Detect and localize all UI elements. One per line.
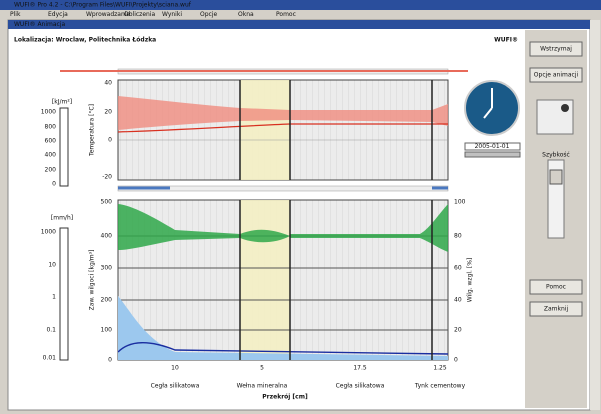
slider-thumb[interactable] [549,169,563,185]
y-tick: 0 [108,137,112,144]
moisture-area [118,296,448,360]
y-tick: -20 [102,174,112,181]
insulation-layer [240,80,290,180]
scale-tick: 200 [45,167,57,174]
y-tick: 200 [101,297,113,304]
menu-bar [0,10,601,19]
axis-label: Temperatura [°C] [89,104,96,157]
y-tick: 100 [454,199,466,206]
menu-item: Obliczenia [124,11,155,18]
location: Lokalizacja: Wroclaw, Politechnika Łódzk… [14,37,156,44]
axis-label: Zaw. wilgoci [kg/m³] [89,250,96,311]
progress-bar [464,151,521,158]
scale-tick: 1000 [41,229,56,236]
y-tick: 20 [104,109,112,116]
menu-item: Opcje [200,11,217,18]
button[interactable] [529,279,583,295]
layer-label: Cegła silikatowa [336,383,385,390]
scale-tick: 600 [45,138,57,145]
menu-item: Wyniki [162,11,182,18]
button[interactable] [529,67,583,83]
y-tick: 500 [101,199,113,206]
unit-label: [mm/h] [51,215,73,222]
date: 2005-01-01 [475,143,510,150]
x-tick: 5 [260,365,264,372]
clock-hands [483,88,493,119]
speed-label: Szybkość [542,152,570,159]
scale-tick: 800 [45,124,57,131]
unit-label: [kJ/m²] [52,99,72,106]
menu-item: Edycja [48,11,68,18]
x-tick: 17.5 [353,365,367,372]
y-tick: 0 [108,357,112,364]
temperature-band [118,96,448,130]
scale-tick: 10 [48,262,56,269]
button[interactable] [529,301,583,317]
radio-icon [561,104,569,112]
y-tick: 40 [454,297,462,304]
x-tick: 10 [171,365,179,372]
menu-item: Wprowadzanie [86,11,130,18]
axis-label: Wilg. wzgl. [%] [467,258,474,303]
inner-title-bar [8,20,590,29]
button-label: Pomoc [546,284,566,291]
title-bar [0,0,601,10]
button-label: Wstrzymaj [540,46,572,53]
window-title: WUFI® Pro 4.2 - C:\Program Files\WUFI\Pr… [14,2,192,9]
moisture-line [117,342,449,355]
y-tick: 100 [101,327,113,334]
x-label: Przekrój [cm] [262,394,308,401]
view-buttons[interactable] [536,99,574,135]
y-tick: 40 [104,80,112,87]
insulation-layer [240,200,290,360]
scale-box [59,107,69,187]
scale-tick: 0.01 [43,355,57,362]
scale-tick: 1 [52,294,56,301]
y-tick: 60 [454,265,462,272]
y-tick: 20 [454,327,462,334]
scrollbar [590,20,600,410]
date-box [464,142,521,151]
brand: WUFI® [494,37,518,44]
layer-label: Tynk cementowy [414,383,466,390]
y-tick: 400 [101,233,113,240]
y-tick: 300 [101,265,113,272]
animation-title: WUFI® Animacja [14,21,66,28]
scale-box [59,227,69,361]
menu-item: Plik [10,11,21,18]
menu-item: Okna [238,11,254,18]
layer-label: Wełna mineralna [237,383,288,390]
x-tick: 1.25 [433,365,447,372]
scale-tick: 1000 [41,109,56,116]
button[interactable] [529,41,583,57]
button-label: Zamknij [544,306,569,313]
temperature-line [117,123,448,133]
menu-item: Pomoc [276,11,296,18]
scale-tick: 400 [45,152,57,159]
button-label: Opcje animacji [534,72,579,79]
scale-tick: 0 [52,181,56,188]
layer-label: Cegła silikatowa [151,383,200,390]
y-tick: 80 [454,233,462,240]
y-tick: 0 [454,357,458,364]
scale-tick: 0.1 [46,327,56,334]
